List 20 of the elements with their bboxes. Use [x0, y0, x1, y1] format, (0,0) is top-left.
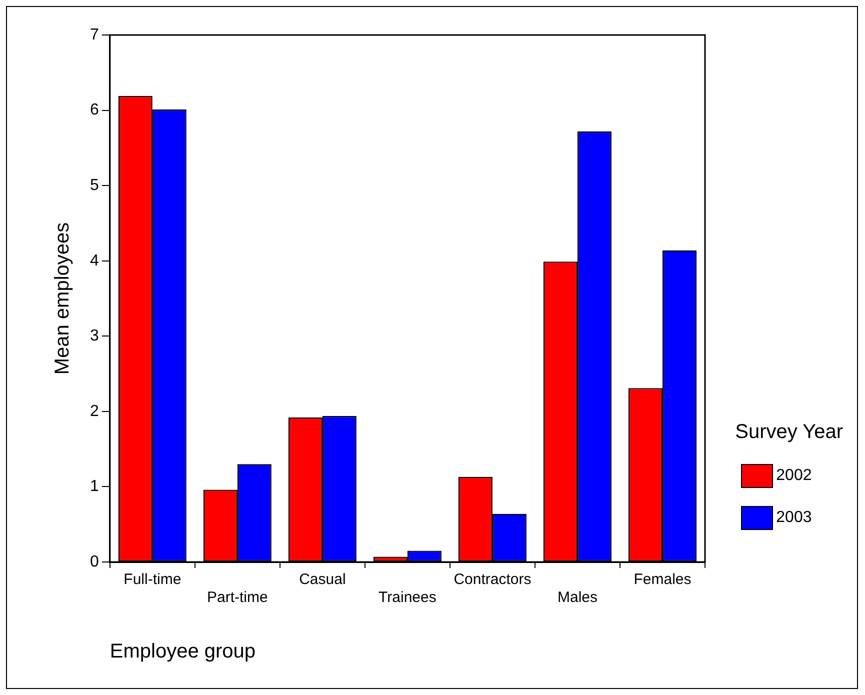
- x-tick-label: Full-time: [124, 571, 182, 588]
- y-tick-label: 2: [90, 402, 99, 420]
- legend-title: Survey Year: [735, 421, 843, 444]
- x-tick-label: Casual: [299, 571, 346, 588]
- y-tick-label: 4: [90, 252, 99, 270]
- y-tick-label: 6: [90, 102, 99, 119]
- x-tick-label: Males: [557, 589, 598, 606]
- y-tick-label: 1: [90, 478, 99, 496]
- y-tick-label: 0: [90, 553, 99, 570]
- y-tick-label: 3: [90, 328, 99, 345]
- x-tick-label: Contractors: [454, 571, 532, 588]
- y-tick-label: 7: [90, 26, 99, 44]
- legend-label: 2003: [776, 509, 812, 527]
- x-tick-label: Trainees: [378, 589, 436, 606]
- legend-label: 2002: [776, 467, 812, 485]
- x-tick-label: Females: [634, 571, 692, 588]
- y-tick-label: 5: [90, 176, 99, 194]
- x-axis-title: Employee group: [110, 640, 256, 663]
- y-axis-title: Mean employees: [52, 222, 74, 375]
- x-tick-label: Part-time: [207, 589, 268, 606]
